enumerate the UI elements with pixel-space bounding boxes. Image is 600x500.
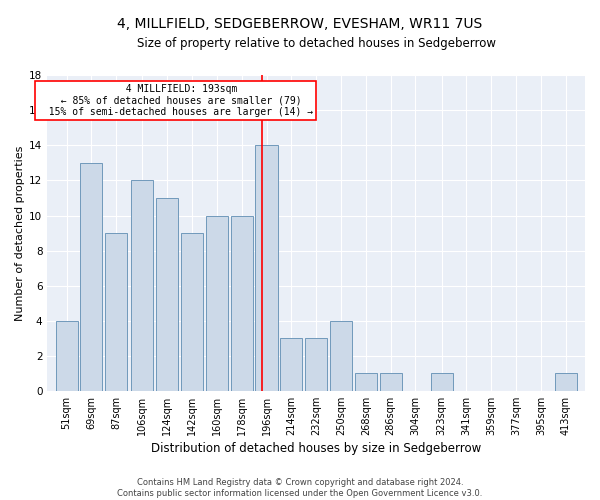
Bar: [431, 374, 452, 391]
Bar: [131, 180, 154, 391]
Bar: [380, 374, 401, 391]
Bar: [105, 233, 127, 391]
Bar: [280, 338, 302, 391]
Bar: [80, 163, 103, 391]
X-axis label: Distribution of detached houses by size in Sedgeberrow: Distribution of detached houses by size …: [151, 442, 481, 455]
Bar: [305, 338, 327, 391]
Bar: [181, 233, 203, 391]
Text: 4, MILLFIELD, SEDGEBERROW, EVESHAM, WR11 7US: 4, MILLFIELD, SEDGEBERROW, EVESHAM, WR11…: [118, 18, 482, 32]
Text: 4 MILLFIELD: 193sqm
  ← 85% of detached houses are smaller (79)
  15% of semi-de: 4 MILLFIELD: 193sqm ← 85% of detached ho…: [37, 84, 314, 117]
Text: Contains HM Land Registry data © Crown copyright and database right 2024.
Contai: Contains HM Land Registry data © Crown c…: [118, 478, 482, 498]
Y-axis label: Number of detached properties: Number of detached properties: [15, 146, 25, 320]
Bar: [330, 320, 352, 391]
Bar: [355, 374, 377, 391]
Bar: [554, 374, 577, 391]
Bar: [206, 216, 228, 391]
Bar: [256, 146, 278, 391]
Bar: [56, 320, 77, 391]
Bar: [156, 198, 178, 391]
Bar: [230, 216, 253, 391]
Title: Size of property relative to detached houses in Sedgeberrow: Size of property relative to detached ho…: [137, 38, 496, 51]
